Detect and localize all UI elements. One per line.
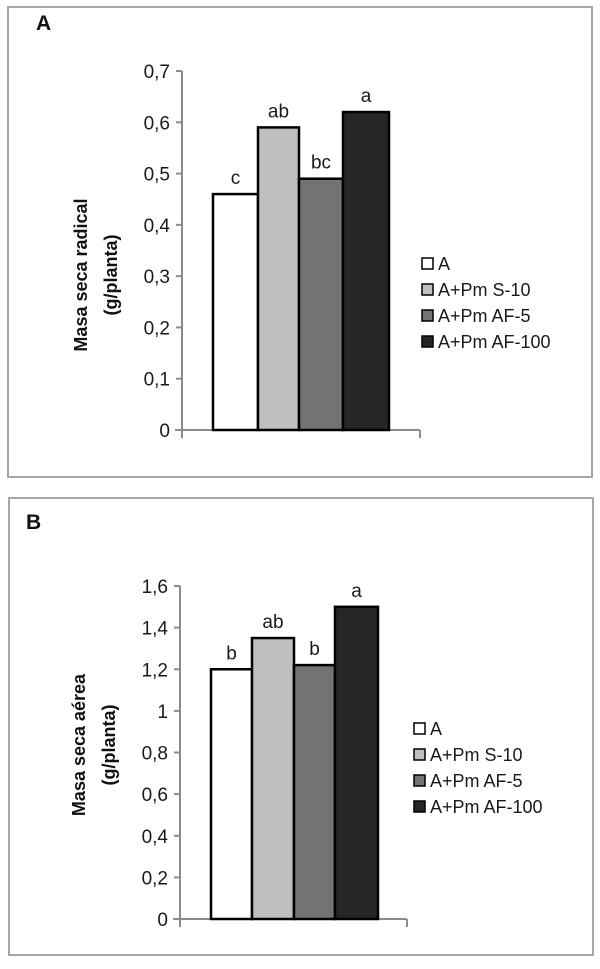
y-tick-label: 0,7 — [144, 62, 170, 83]
legend-swatch — [421, 257, 434, 270]
bar-significance-letter: b — [226, 643, 237, 664]
y-tick-label: 1,6 — [142, 577, 168, 598]
bar-significance-letter: ab — [268, 101, 289, 122]
bar-1 — [209, 668, 254, 921]
bar-2 — [250, 636, 296, 921]
bar-3 — [292, 663, 337, 921]
y-tick-label: 1,4 — [142, 619, 169, 640]
y-tick-label: 0,3 — [144, 267, 170, 288]
panel-label: A — [36, 12, 51, 35]
legend-label: A — [430, 719, 442, 739]
y-axis-title-line-1: Masa seca aérea — [69, 673, 89, 816]
bar-significance-letter: a — [361, 86, 372, 107]
legend-label: A+Pm AF-100 — [430, 797, 543, 817]
legend-label: A+Pm AF-5 — [438, 306, 531, 326]
y-tick-label: 0,4 — [144, 216, 171, 237]
legend-swatch — [413, 800, 426, 813]
y-tick-label: 0,6 — [144, 113, 170, 134]
legend-label: A+Pm AF-5 — [430, 771, 523, 791]
legend-swatch — [413, 722, 426, 735]
legend-swatch — [421, 309, 434, 322]
panel-label: B — [26, 511, 41, 534]
bar-significance-letter: b — [309, 639, 320, 660]
y-tick-label: 0 — [157, 910, 168, 931]
y-tick-label: 1,2 — [142, 660, 168, 681]
y-tick-label: 0,6 — [142, 785, 168, 806]
legend-swatch — [413, 774, 426, 787]
y-tick-label: 0,1 — [144, 370, 170, 391]
bar-2 — [256, 126, 301, 432]
y-tick-label: 0,4 — [142, 827, 169, 848]
legend-swatch — [413, 748, 426, 761]
bar-significance-letter: bc — [311, 153, 331, 174]
legend-label: A+Pm S-10 — [430, 745, 523, 765]
bar-1 — [211, 192, 260, 432]
y-tick-label: 0,5 — [144, 165, 170, 186]
y-tick-label: 0,2 — [144, 318, 170, 339]
legend-label: A+Pm AF-100 — [438, 332, 551, 352]
bar-significance-letter: c — [231, 168, 241, 189]
y-axis-title-line-2: (g/planta) — [99, 705, 119, 786]
bar-significance-letter: ab — [262, 612, 283, 633]
y-tick-label: 0,8 — [142, 744, 168, 765]
y-tick-label: 1 — [157, 702, 168, 723]
y-axis-title-line-1: Masa seca radical — [71, 198, 91, 351]
y-tick-label: 0 — [159, 421, 170, 442]
legend-label: A — [438, 254, 450, 274]
y-tick-label: 0,2 — [142, 868, 168, 889]
legend-label: A+Pm S-10 — [438, 280, 531, 300]
y-axis-title-line-2: (g/planta) — [101, 235, 121, 316]
legend-swatch — [421, 283, 434, 296]
legend-swatch — [421, 335, 434, 348]
bar-significance-letter: a — [351, 581, 362, 602]
bar-3 — [297, 177, 345, 432]
bar-4 — [341, 110, 391, 432]
bar-4 — [333, 605, 380, 921]
